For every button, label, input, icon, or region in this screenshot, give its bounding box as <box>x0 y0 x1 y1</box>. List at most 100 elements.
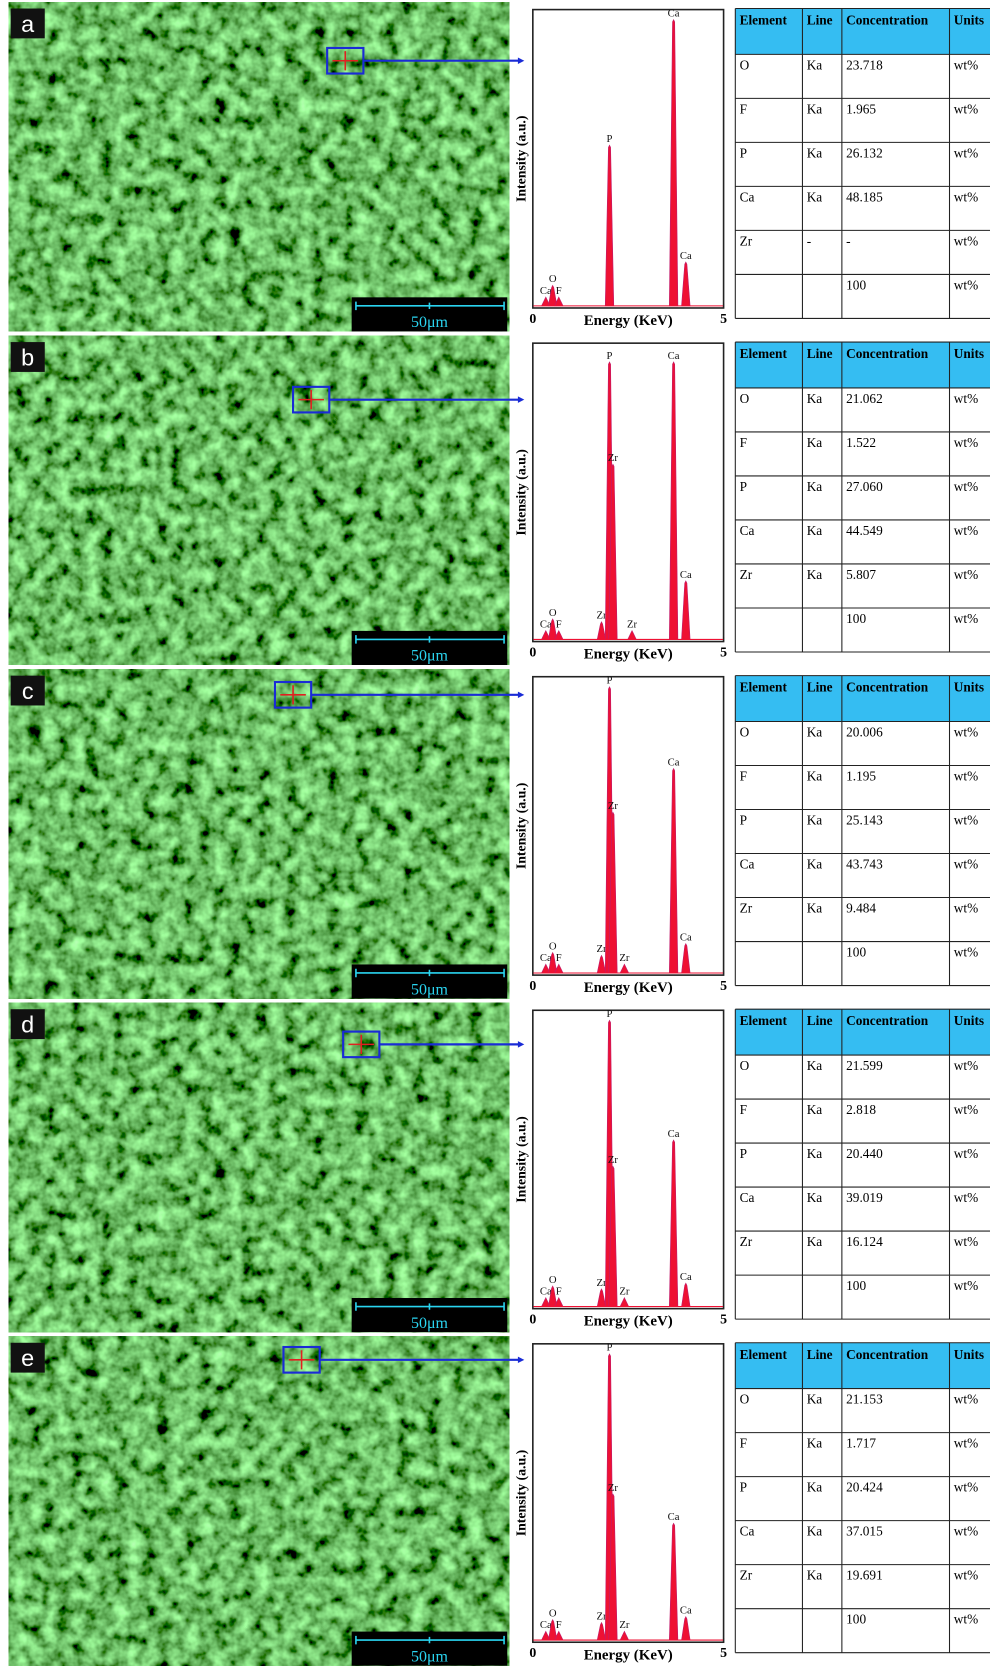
table-cell: 1.717 <box>846 1436 876 1451</box>
table-cell: 100 <box>846 944 866 959</box>
table-cell: Ka <box>807 1058 823 1073</box>
table-header-cell: Units <box>954 680 984 695</box>
table-cell: Ka <box>807 479 823 494</box>
table-cell: wt% <box>954 1234 978 1249</box>
x-axis-label: Energy (KeV) <box>584 1314 673 1330</box>
table-cell: wt% <box>954 233 978 248</box>
table-cell: wt% <box>954 101 978 116</box>
table-cell: O <box>740 724 750 739</box>
table-header-cell: Units <box>954 1347 984 1362</box>
table-cell: 27.060 <box>846 479 883 494</box>
peak-label: Ca <box>668 351 680 362</box>
table-cell: wt% <box>954 1190 978 1205</box>
table-header-cell: Line <box>807 346 833 361</box>
table-cell: Zr <box>740 567 753 582</box>
peak-label: Ca <box>668 757 680 768</box>
table-cell: wt% <box>954 391 978 406</box>
table-cell: 16.124 <box>846 1234 883 1249</box>
panel-label: a <box>21 11 35 37</box>
table-cell: 21.062 <box>846 391 883 406</box>
x-tick-label: 5 <box>720 644 727 659</box>
peak-label: Zr <box>627 619 637 630</box>
peak-label: Ca <box>680 570 692 581</box>
peak-label: Ca <box>680 1272 692 1283</box>
spectrum-frame <box>533 677 724 975</box>
table-cell: O <box>740 1392 750 1407</box>
table-cell: Ca <box>740 189 755 204</box>
peak-label: Zr <box>608 453 618 464</box>
table-header-cell: Units <box>954 1013 984 1028</box>
table-header-cell: Concentration <box>846 13 929 28</box>
y-axis-label: Intensity (a.u.) <box>513 116 529 203</box>
peak-label: P <box>607 676 613 687</box>
table-cell: Ka <box>807 1234 823 1249</box>
table-cell: Ka <box>807 101 823 116</box>
table-cell: 100 <box>846 1612 866 1627</box>
table-cell: wt% <box>954 900 978 915</box>
x-tick-label: 0 <box>529 644 536 659</box>
scale-bar-label: 50μm <box>411 1648 449 1665</box>
y-axis-label: Intensity (a.u.) <box>513 783 529 870</box>
table-cell: wt% <box>954 944 978 959</box>
table-cell: F <box>740 768 747 783</box>
table-cell: F <box>740 101 747 116</box>
table-cell: 44.549 <box>846 523 883 538</box>
table-cell: Zr <box>740 233 753 248</box>
table-header-cell: Element <box>740 1347 788 1362</box>
table-cell: 5.807 <box>846 567 876 582</box>
table-header-cell: Units <box>954 346 984 361</box>
table-cell: 100 <box>846 1278 866 1293</box>
table-cell: 48.185 <box>846 189 883 204</box>
pointer-arrow <box>518 396 524 402</box>
table-cell: P <box>740 479 747 494</box>
table-cell: 20.440 <box>846 1146 883 1161</box>
table-cell: Ka <box>807 1190 823 1205</box>
table-cell: 100 <box>846 611 866 626</box>
table-cell: Ka <box>807 768 823 783</box>
table-cell: - <box>807 233 811 248</box>
table-cell: Ka <box>807 189 823 204</box>
table-cell: 20.424 <box>846 1480 883 1495</box>
peak-label: O <box>549 1608 557 1619</box>
table-header-cell: Element <box>740 346 788 361</box>
table-cell: Zr <box>740 900 753 915</box>
sem-image <box>9 669 510 998</box>
peak-label: F <box>556 286 562 297</box>
table-cell: Ka <box>807 567 823 582</box>
table-header-cell: Line <box>807 1013 833 1028</box>
table-cell: 43.743 <box>846 856 883 871</box>
table-cell: F <box>740 1436 747 1451</box>
table-cell: wt% <box>954 1146 978 1161</box>
table-cell: P <box>740 812 747 827</box>
table-cell: Ka <box>807 523 823 538</box>
table-cell: 9.484 <box>846 900 876 915</box>
table-cell: Ka <box>807 812 823 827</box>
table-cell: wt% <box>954 1392 978 1407</box>
table-cell: wt% <box>954 189 978 204</box>
y-axis-label: Intensity (a.u.) <box>513 1450 529 1537</box>
table-header-cell: Concentration <box>846 1013 929 1028</box>
table-cell: Ka <box>807 145 823 160</box>
table-cell: wt% <box>954 1568 978 1583</box>
table-cell: wt% <box>954 812 978 827</box>
peak-label: Zr <box>608 1155 618 1166</box>
page: {"panels": [ {"label": "a", "scale_bar":… <box>0 0 990 1671</box>
table-cell: wt% <box>954 1058 978 1073</box>
table-header-cell: Element <box>740 13 788 28</box>
table-cell: O <box>740 1058 750 1073</box>
scale-bar-label: 50μm <box>411 981 449 998</box>
table-cell: wt% <box>954 277 978 292</box>
sem-image <box>9 1336 510 1665</box>
table-header-cell: Line <box>807 680 833 695</box>
table-cell: wt% <box>954 1102 978 1117</box>
table-cell: wt% <box>954 57 978 72</box>
table-header-cell: Concentration <box>846 680 929 695</box>
peak-label: Ca <box>668 8 680 19</box>
table-cell: Ca <box>740 1524 755 1539</box>
panel-label: d <box>21 1012 34 1038</box>
table-cell: wt% <box>954 1278 978 1293</box>
x-tick-label: 5 <box>720 1645 727 1660</box>
x-tick-label: 5 <box>720 311 727 326</box>
table-cell: wt% <box>954 523 978 538</box>
peak-label: F <box>556 619 562 630</box>
